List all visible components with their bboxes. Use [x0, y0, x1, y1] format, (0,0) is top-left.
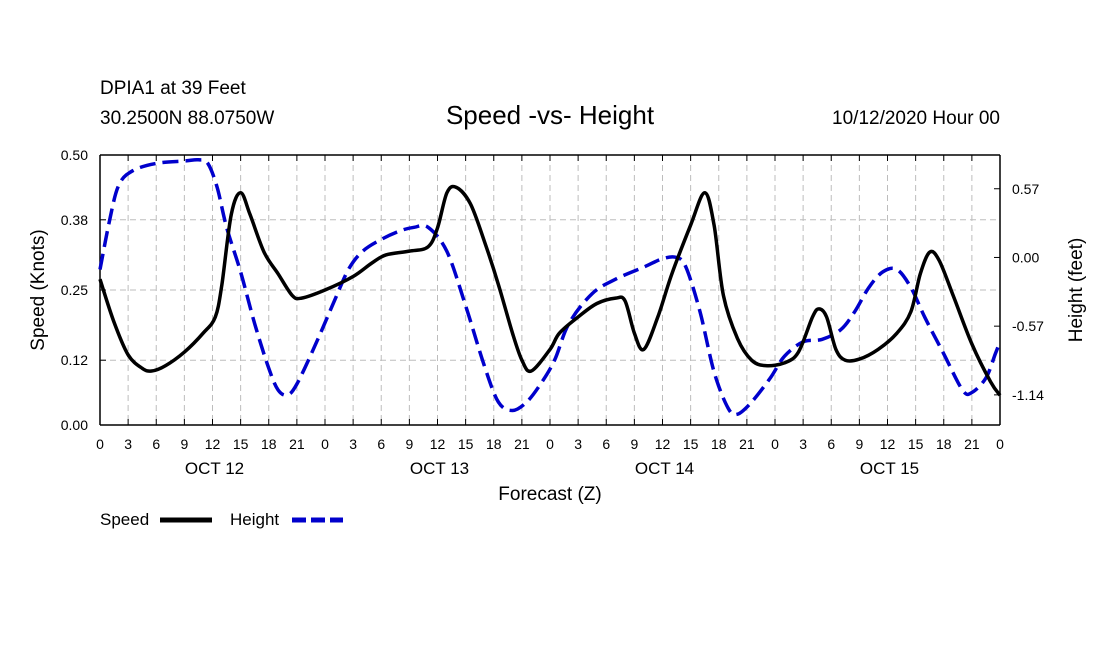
- x-tick-label: 9: [405, 436, 413, 452]
- y-right-tick-label: 0.57: [1012, 181, 1039, 197]
- y-right-tick-label: -1.14: [1012, 387, 1044, 403]
- x-tick-label: 6: [152, 436, 160, 452]
- x-tick-label: 0: [996, 436, 1004, 452]
- y-axis-ticks: 0.00 0.12 0.25 0.38 0.50 0.57 0.00 -0.57 -1.14: [61, 147, 1044, 433]
- y-left-tick-label: 0.50: [61, 147, 88, 163]
- chart-title: Speed -vs- Height: [446, 100, 655, 130]
- x-tick-label: 3: [124, 436, 132, 452]
- y-left-tick-label: 0.12: [61, 352, 88, 368]
- x-tick-label: 6: [377, 436, 385, 452]
- x-tick-label: 18: [711, 436, 727, 452]
- x-axis-title: Forecast (Z): [498, 484, 601, 505]
- day-label: OCT 12: [185, 459, 244, 478]
- x-tick-label: 0: [96, 436, 104, 452]
- x-tick-label: 12: [205, 436, 221, 452]
- legend-label-height: Height: [230, 510, 279, 529]
- x-tick-label: 3: [349, 436, 357, 452]
- x-tick-label: 15: [458, 436, 474, 452]
- x-tick-label: 3: [574, 436, 582, 452]
- y-right-axis-title: Height (feet): [1066, 238, 1087, 343]
- x-tick-label: 15: [683, 436, 699, 452]
- legend-label-speed: Speed: [100, 510, 149, 529]
- legend: Speed Height: [100, 510, 343, 529]
- x-tick-label: 21: [964, 436, 980, 452]
- day-label: OCT 15: [860, 459, 919, 478]
- y-left-axis-title: Speed (Knots): [28, 229, 49, 350]
- x-tick-label: 12: [430, 436, 446, 452]
- grid: [100, 155, 1000, 425]
- x-tick-label: 12: [880, 436, 896, 452]
- day-label: OCT 13: [410, 459, 469, 478]
- y-right-tick-label: -0.57: [1012, 318, 1044, 334]
- x-tick-label: 15: [908, 436, 924, 452]
- x-tick-label: 21: [289, 436, 305, 452]
- x-tick-label: 15: [233, 436, 249, 452]
- series-lines: [98, 157, 1002, 417]
- x-tick-label: 6: [827, 436, 835, 452]
- x-tick-label: 21: [739, 436, 755, 452]
- x-tick-label: 0: [771, 436, 779, 452]
- day-label: OCT 14: [635, 459, 694, 478]
- y-left-tick-label: 0.25: [61, 282, 88, 298]
- y-right-tick-label: 0.00: [1012, 249, 1039, 265]
- station-coords: 30.2500N 88.0750W: [100, 108, 274, 129]
- y-left-tick-label: 0.38: [61, 212, 88, 228]
- x-tick-label: 3: [799, 436, 807, 452]
- station-label: DPIA1 at 39 Feet: [100, 78, 246, 99]
- series-line-height: [98, 157, 1002, 417]
- series-line-speed: [98, 184, 1002, 397]
- x-tick-label: 0: [321, 436, 329, 452]
- x-tick-label: 18: [261, 436, 277, 452]
- x-tick-label: 9: [180, 436, 188, 452]
- x-tick-label: 21: [514, 436, 530, 452]
- x-tick-label: 18: [486, 436, 502, 452]
- y-left-tick-label: 0.00: [61, 417, 88, 433]
- x-tick-label: 12: [655, 436, 671, 452]
- x-axis-ticks: 0 3 6 9 12 15 18 21 0 3 6 9 12 15 18 21 0 3 6 9 12 15 18 21 0 3 6 9…: [96, 155, 1004, 478]
- x-tick-label: 9: [855, 436, 863, 452]
- x-tick-label: 0: [546, 436, 554, 452]
- run-time-label: 10/12/2020 Hour 00: [832, 108, 1000, 129]
- x-tick-label: 18: [936, 436, 952, 452]
- x-tick-label: 6: [602, 436, 610, 452]
- x-tick-label: 9: [630, 436, 638, 452]
